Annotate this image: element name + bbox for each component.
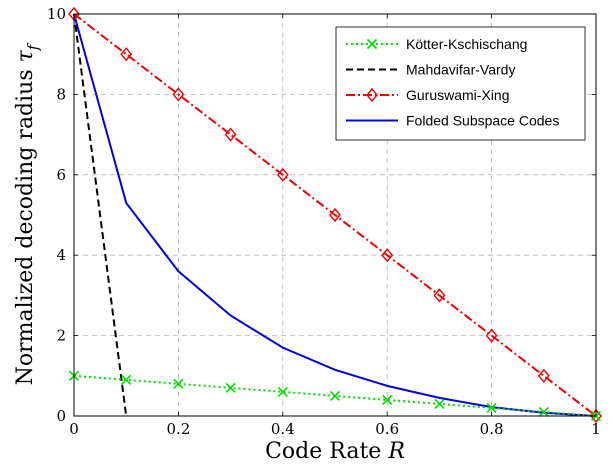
y-tick-label: 8 [56, 85, 66, 103]
x-tick-label: 0 [69, 420, 79, 438]
legend: Kötter-Kschischang Mahdavifar-Vardy Gurusw… [335, 26, 586, 141]
plot-frame [73, 13, 597, 417]
y-tick-label: 4 [56, 246, 66, 264]
x-marker [225, 382, 236, 393]
x-marker [173, 378, 184, 389]
y-tick-label: 10 [47, 5, 66, 23]
legend-label: Folded Subspace Codes [406, 113, 559, 129]
legend-label: Guruswami-Xing [406, 87, 509, 103]
diamond-marker [120, 47, 133, 62]
diamond-marker [329, 207, 341, 223]
x-axis-label: Code Rate R [265, 439, 405, 464]
y-tick-label: 6 [56, 166, 66, 184]
x-marker [382, 394, 393, 405]
x-tick-label: 0.4 [271, 420, 295, 438]
y-axis-label-variable: τ [13, 49, 38, 62]
legend-entry: Folded Subspace Codes [346, 113, 559, 129]
y-axis-label: Normalized decoding radius τf [13, 42, 42, 385]
diamond-marker [172, 87, 185, 102]
series-layer [68, 6, 602, 424]
x-axis-label-variable: R [387, 439, 405, 464]
x-tick-label: 0.6 [375, 420, 399, 438]
x-marker [434, 398, 445, 410]
x-marker [121, 374, 132, 385]
diamond-marker [224, 127, 237, 142]
x-marker [366, 38, 378, 50]
x-tick-label: 1 [591, 420, 601, 438]
x-tick-label: 0.8 [480, 420, 504, 438]
series-0 [68, 370, 602, 422]
diamond-marker [537, 368, 550, 383]
x-marker [277, 386, 288, 397]
legend-entry: Mahdavifar-Vardy [346, 62, 515, 78]
diamond-marker [381, 248, 394, 263]
legend-entry: Guruswami-Xing [346, 87, 509, 103]
x-tick-label: 0.2 [166, 420, 190, 438]
series-1 [73, 13, 128, 417]
series-line [73, 13, 128, 417]
y-axis-label-text: Normalized decoding radius [13, 62, 38, 385]
series-line [73, 13, 597, 417]
legend-label: Mahdavifar-Vardy [406, 62, 515, 78]
diamond-marker [276, 167, 289, 182]
diamond-marker [590, 408, 602, 424]
diamond-marker [366, 87, 378, 103]
legend-label: Kötter-Kschischang [406, 36, 527, 52]
y-axis-label-subscript: f [24, 42, 42, 51]
diamond-marker [433, 288, 446, 303]
series-2 [68, 6, 602, 424]
legend-entry: Kötter-Kschischang [346, 36, 527, 52]
x-marker [486, 402, 497, 414]
y-tick-label: 0 [56, 407, 66, 425]
diamond-marker [485, 328, 498, 343]
x-axis-label-text: Code Rate [265, 439, 388, 464]
y-tick-label: 2 [56, 327, 66, 345]
x-marker [538, 406, 549, 418]
x-marker [329, 390, 341, 401]
